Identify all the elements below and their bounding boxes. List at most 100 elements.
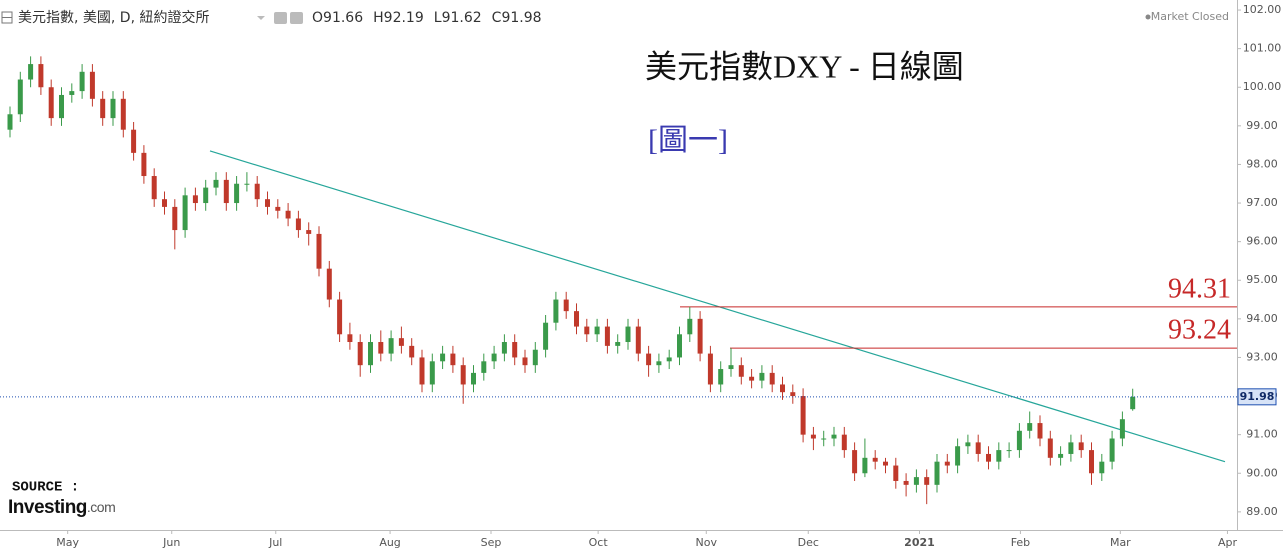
candle-body xyxy=(234,183,240,204)
candle-body xyxy=(306,230,312,234)
candle-body xyxy=(378,342,384,354)
candle-body xyxy=(440,353,446,362)
x-tick-label: May xyxy=(56,536,79,549)
candle-body xyxy=(481,361,487,373)
x-tick-label: Apr xyxy=(1218,536,1238,549)
candle-body xyxy=(275,206,281,211)
candle-body xyxy=(553,299,559,323)
icon[interactable] xyxy=(290,12,303,24)
candle-body xyxy=(913,477,919,485)
x-tick-label: Aug xyxy=(379,536,400,549)
candle-body xyxy=(398,338,404,346)
candle-body xyxy=(100,98,106,119)
ohlc-value: 91.66 xyxy=(323,10,363,26)
candle-body xyxy=(893,465,899,481)
candle-body xyxy=(574,311,579,327)
candle-body xyxy=(110,98,116,119)
candle-body xyxy=(1058,453,1064,458)
candle-body xyxy=(28,64,34,80)
ohlc-key: O xyxy=(312,10,323,26)
y-tick-label: 97.00 xyxy=(1246,196,1278,209)
candle-body xyxy=(883,461,888,466)
level-label: 94.31 xyxy=(1168,273,1231,304)
candle-body xyxy=(141,152,147,177)
candle-body xyxy=(1130,396,1136,410)
candle-body xyxy=(759,372,765,381)
level-label: 93.24 xyxy=(1168,315,1231,346)
candle-body xyxy=(955,446,961,466)
candle-body xyxy=(429,361,435,385)
candle-body xyxy=(244,183,250,185)
y-tick-label: 96.00 xyxy=(1246,235,1278,248)
candle-body xyxy=(1027,423,1033,431)
icon[interactable] xyxy=(274,12,287,24)
ohlc-value: 91.98 xyxy=(501,10,541,26)
candle-body xyxy=(1109,438,1115,462)
candle-body xyxy=(213,179,219,188)
y-tick-label: 93.00 xyxy=(1246,350,1278,363)
candle-body xyxy=(862,457,868,474)
candle-body xyxy=(615,342,621,346)
x-tick-label: Feb xyxy=(1011,536,1030,549)
candle-body xyxy=(316,233,322,269)
chart-subtitle: [圖一] xyxy=(648,124,728,157)
candle-body xyxy=(285,210,291,219)
candle-body xyxy=(1089,450,1094,474)
candle-body xyxy=(635,326,641,354)
candle-body xyxy=(192,195,198,204)
candle-body xyxy=(368,342,373,366)
x-tick-label: 2021 xyxy=(904,536,935,549)
candle-body xyxy=(749,376,755,381)
candle-body xyxy=(563,299,569,312)
candle-body xyxy=(409,345,415,358)
candle-body xyxy=(295,218,301,231)
x-tick-label: Mar xyxy=(1110,536,1131,549)
y-tick-label: 101.00 xyxy=(1243,42,1282,55)
x-tick-label: Jul xyxy=(268,536,282,549)
candle-body xyxy=(182,195,188,231)
candle-body xyxy=(584,326,590,335)
candle-body xyxy=(543,322,549,350)
candle-body xyxy=(769,372,775,385)
y-tick-label: 90.00 xyxy=(1246,466,1278,479)
candle-body xyxy=(944,461,950,466)
x-tick-label: Dec xyxy=(798,536,819,549)
candle-body xyxy=(162,199,167,207)
candle-body xyxy=(1016,430,1022,451)
candle-body xyxy=(810,434,816,439)
candle-body xyxy=(872,457,878,462)
candle-body xyxy=(646,353,652,366)
y-tick-label: 91.00 xyxy=(1246,428,1278,441)
candle-body xyxy=(491,353,497,362)
candle-body xyxy=(780,384,785,393)
candle-body xyxy=(934,461,940,485)
candle-body xyxy=(120,98,126,130)
candle-body xyxy=(460,365,466,385)
candle-body xyxy=(471,372,476,385)
candle-body xyxy=(131,129,137,153)
candle-body xyxy=(831,434,837,439)
candle-body xyxy=(326,268,332,300)
last-price-label: 91.98 xyxy=(1240,390,1275,403)
candle-body xyxy=(677,334,682,358)
candle-body xyxy=(512,342,518,358)
candle-body xyxy=(203,187,209,204)
candle-body xyxy=(1006,450,1012,452)
dropdown[interactable] xyxy=(257,16,265,20)
candle-body xyxy=(1078,442,1084,451)
y-tick-label: 95.00 xyxy=(1246,273,1278,286)
candle-body xyxy=(357,342,363,366)
x-tick-label: Oct xyxy=(589,536,609,549)
candle-body xyxy=(986,453,991,462)
y-tick-label: 100.00 xyxy=(1243,80,1282,93)
candle-body xyxy=(996,450,1002,462)
candle-body xyxy=(965,442,971,447)
candle-body xyxy=(790,392,796,397)
candle-body xyxy=(265,199,270,207)
candle-body xyxy=(975,442,981,454)
candle-body xyxy=(697,318,703,354)
y-tick-label: 102.00 xyxy=(1243,3,1282,16)
header-icon xyxy=(1,11,13,24)
candle-body xyxy=(625,326,631,343)
